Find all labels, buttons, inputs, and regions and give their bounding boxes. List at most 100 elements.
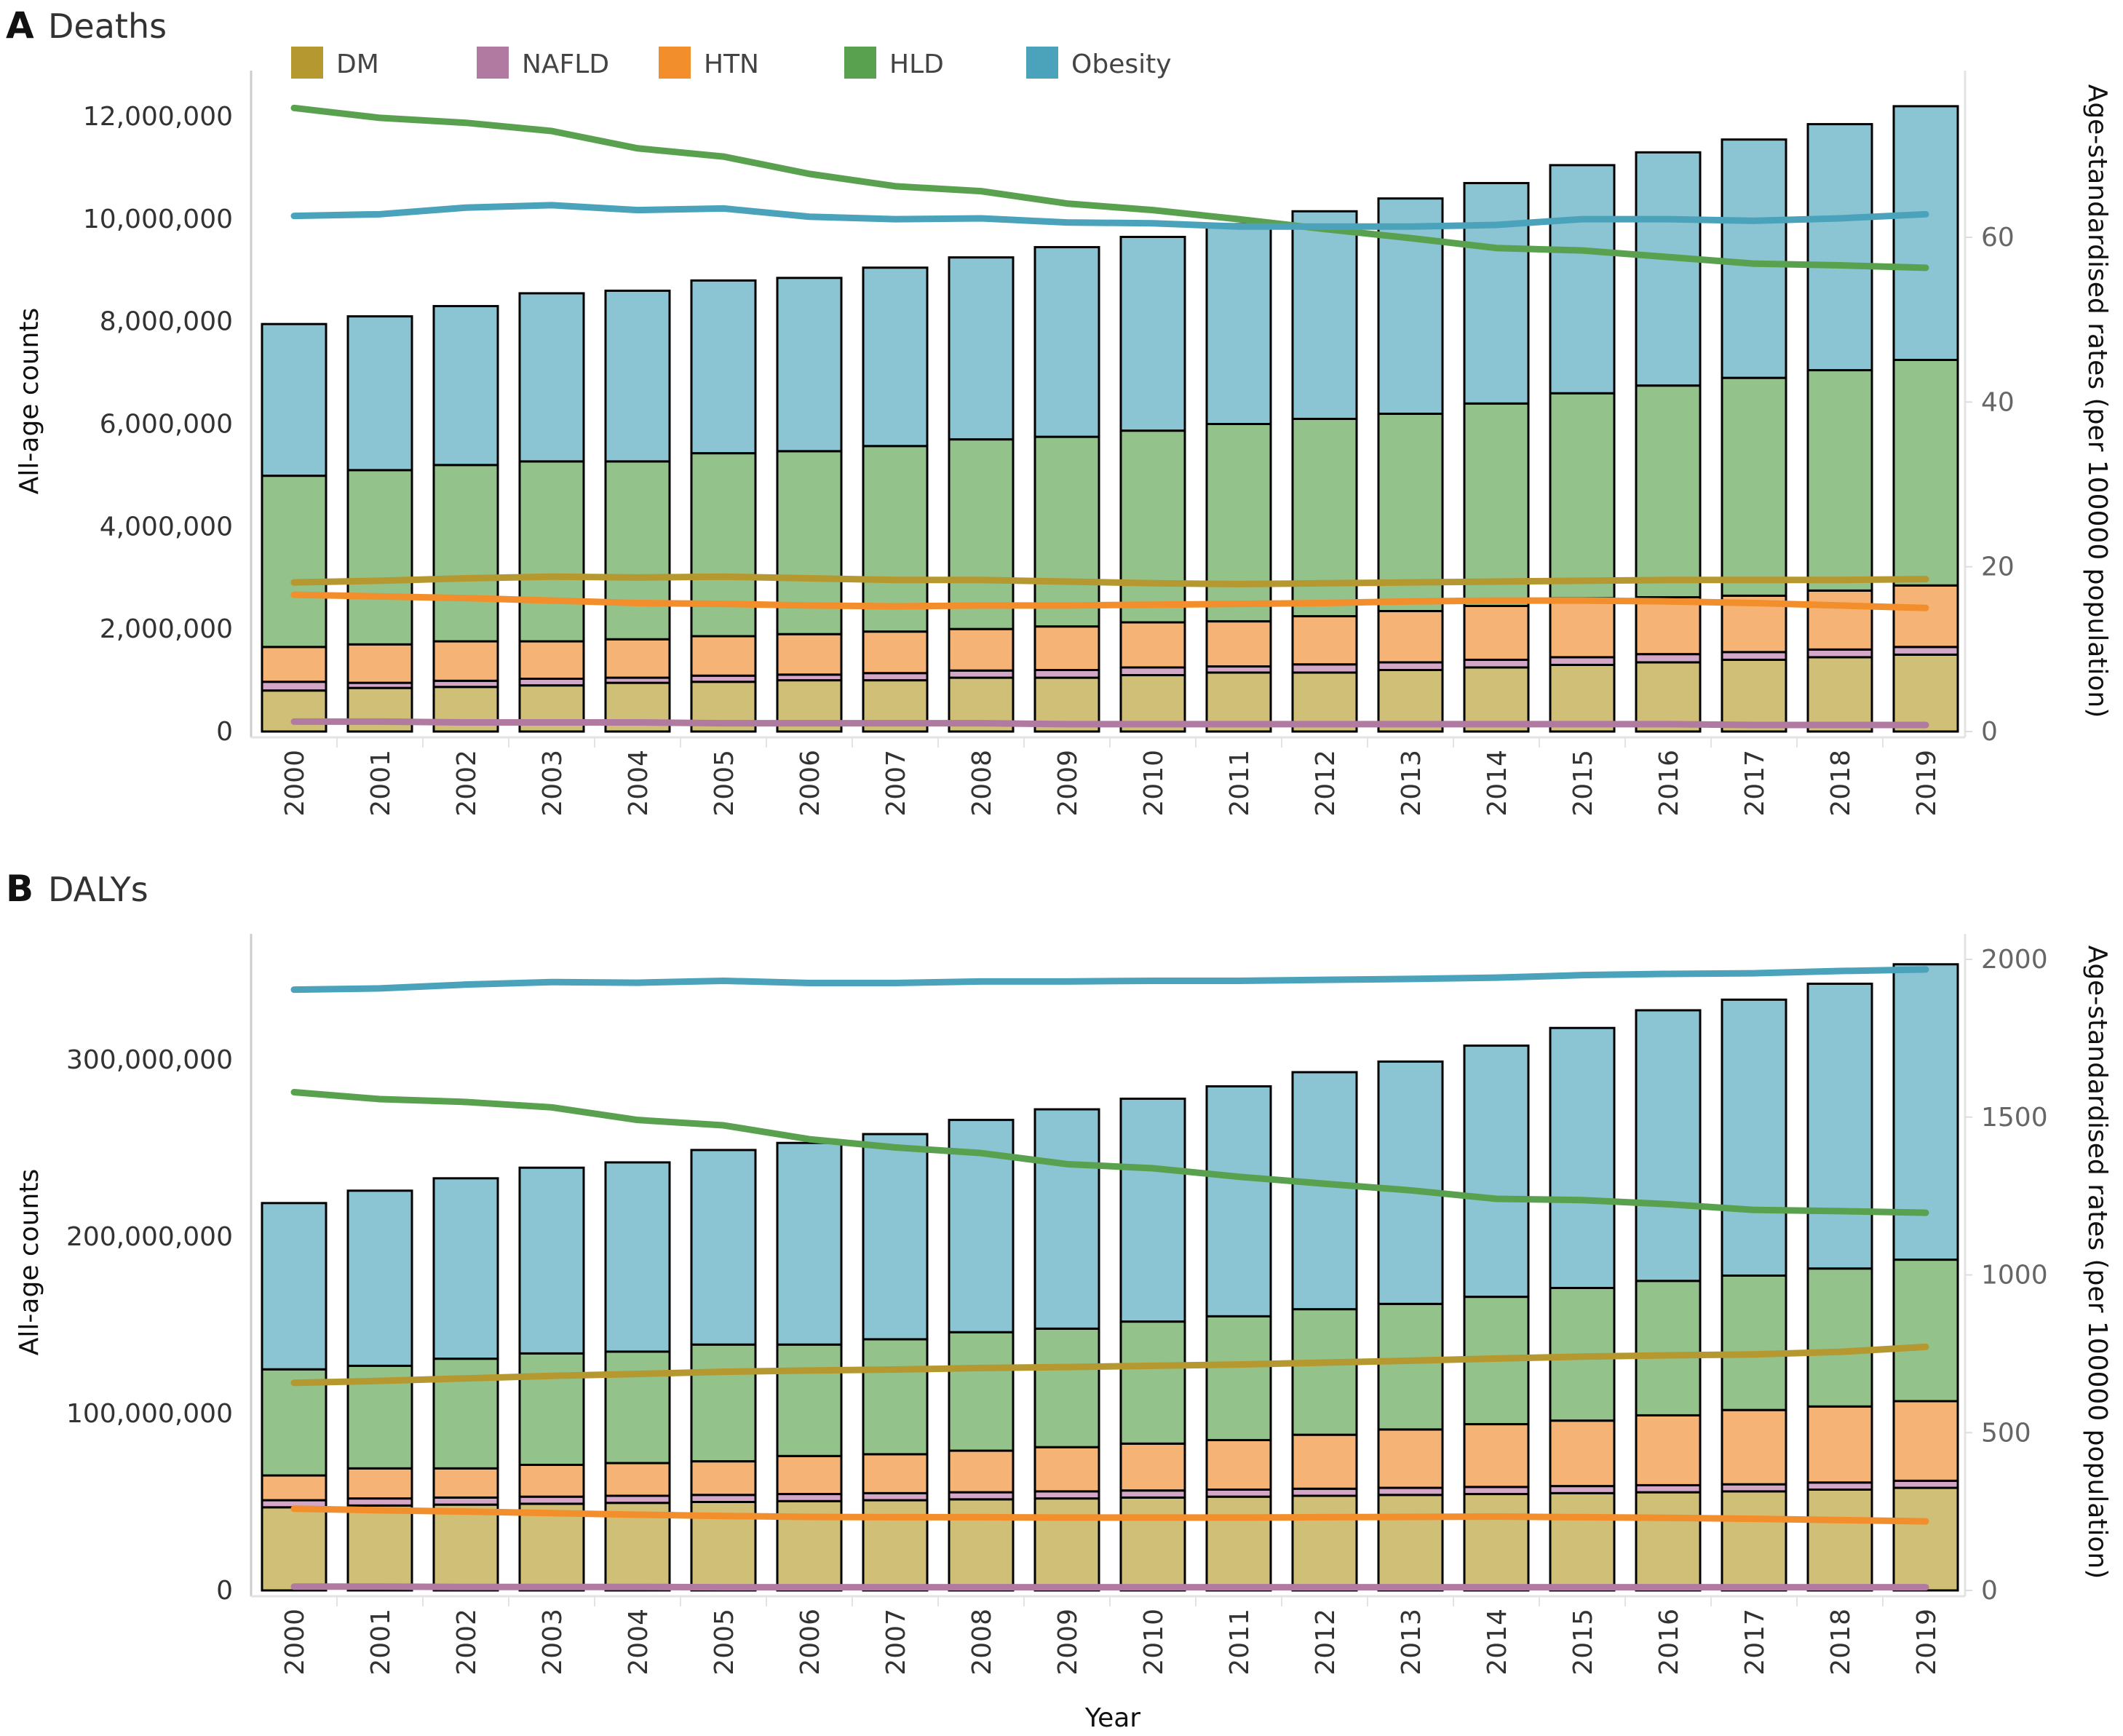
rate-line-obesity bbox=[290, 966, 1929, 994]
bar-segment-obesity bbox=[1033, 1108, 1100, 1330]
legend-swatch-hld bbox=[844, 47, 876, 79]
year-tick-label: 2005 bbox=[710, 750, 739, 817]
year-tick-label: 2000 bbox=[280, 1609, 310, 1676]
right-axis-title: Age-standardised rates (per 100000 popul… bbox=[2082, 946, 2112, 1580]
bar-segment-htn bbox=[432, 640, 499, 682]
year-tick-label: 2019 bbox=[1912, 750, 1942, 817]
bar-segment-htn bbox=[1635, 596, 1702, 656]
bar-segment-obesity bbox=[776, 1141, 843, 1346]
year-tick-label: 2009 bbox=[1053, 750, 1083, 817]
bar-segment-hld bbox=[948, 438, 1015, 630]
legend-label-nafld: NAFLD bbox=[522, 49, 609, 79]
year-tick-label: 2019 bbox=[1912, 1609, 1942, 1676]
year-tick-label: 2018 bbox=[1826, 1609, 1856, 1676]
panel-title: Deaths bbox=[48, 7, 167, 46]
year-tick-label: 2007 bbox=[881, 750, 911, 817]
bar-segment-obesity bbox=[1463, 1045, 1530, 1299]
panel-letter: A bbox=[6, 4, 34, 47]
left-axis-title: All-age counts bbox=[15, 308, 44, 494]
bar-segment-obesity bbox=[862, 1133, 929, 1341]
bar-segment-hld bbox=[261, 1368, 328, 1477]
year-tick-label: 2001 bbox=[366, 750, 396, 817]
bar-segment-obesity bbox=[518, 292, 585, 463]
bar-segment-htn bbox=[1291, 615, 1358, 666]
bar-segment-dm bbox=[1721, 658, 1787, 733]
year-tick-label: 2005 bbox=[710, 1609, 739, 1676]
year-tick-label: 2003 bbox=[538, 1609, 568, 1676]
bar-segment-dm bbox=[518, 1502, 585, 1592]
rate-line-hld bbox=[290, 1089, 1929, 1216]
bar-segment-hld bbox=[1033, 1327, 1100, 1448]
bar-segment-obesity bbox=[1549, 164, 1616, 395]
bar-segment-nafld bbox=[1119, 666, 1186, 677]
year-tick-label: 2018 bbox=[1826, 750, 1856, 817]
rate-line-dm bbox=[290, 1343, 1929, 1387]
legend-swatch-htn bbox=[659, 47, 691, 79]
bar-segment-hld bbox=[690, 452, 757, 638]
year-tick-label: 2014 bbox=[1483, 750, 1512, 817]
bar-segment-dm bbox=[261, 1506, 328, 1592]
year-tick-label: 2008 bbox=[967, 750, 997, 817]
bar-segment-htn bbox=[1635, 1414, 1702, 1486]
rate-line-dm bbox=[290, 573, 1929, 587]
bar-segment-nafld bbox=[1806, 648, 1873, 659]
bar-segment-obesity bbox=[604, 289, 671, 463]
bar-segment-obesity bbox=[1892, 105, 1959, 361]
year-tick-label: 2001 bbox=[366, 1609, 396, 1676]
bar-segment-nafld bbox=[1549, 656, 1616, 666]
year-tick-label: 2010 bbox=[1139, 750, 1169, 817]
bar-segment-dm bbox=[1119, 1496, 1186, 1592]
bar-segment-htn bbox=[346, 643, 413, 684]
bar-segment-hld bbox=[1119, 1320, 1186, 1445]
year-tick-label: 2002 bbox=[452, 750, 482, 817]
bar-segment-hld bbox=[518, 460, 585, 643]
bar-segment-hld bbox=[518, 1352, 585, 1466]
bar-segment-obesity bbox=[1377, 197, 1444, 415]
bar-segment-obesity bbox=[346, 1189, 413, 1367]
legend-label-dm: DM bbox=[336, 49, 379, 79]
bar-segment-hld bbox=[1892, 1259, 1959, 1403]
bar-segment-hld bbox=[1806, 369, 1873, 592]
x-axis-title: Year bbox=[1084, 1703, 1140, 1733]
bar-segment-obesity bbox=[346, 315, 413, 472]
left-tick-label: 4,000,000 bbox=[100, 512, 233, 542]
bar-segment-obesity bbox=[1635, 151, 1702, 387]
bar-segment-obesity bbox=[1291, 210, 1358, 420]
bar-segment-htn bbox=[1205, 1438, 1272, 1491]
right-tick-label: 60 bbox=[1981, 223, 2015, 253]
bar-segment-nafld bbox=[1635, 653, 1702, 664]
bar-segment-dm bbox=[1205, 1495, 1272, 1592]
bar-segment-obesity bbox=[1721, 998, 1787, 1277]
bar-segment-obesity bbox=[518, 1166, 585, 1355]
bar-segment-obesity bbox=[1291, 1071, 1358, 1311]
year-tick-label: 2016 bbox=[1654, 750, 1684, 817]
bar-segment-dm bbox=[1721, 1490, 1787, 1592]
bar-segment-dm bbox=[1549, 663, 1616, 733]
left-tick-label: 100,000,000 bbox=[66, 1399, 233, 1429]
bar-segment-obesity bbox=[432, 1177, 499, 1360]
bar-segment-hld bbox=[776, 1343, 843, 1457]
rate-line-htn bbox=[290, 1505, 1929, 1525]
bar-segment-htn bbox=[1892, 1400, 1959, 1482]
bar-segment-htn bbox=[1377, 1428, 1444, 1489]
bar-segment-hld bbox=[1806, 1267, 1873, 1408]
bar-segment-dm bbox=[1291, 1494, 1358, 1592]
bar-segment-nafld bbox=[1377, 661, 1444, 671]
bar-segment-htn bbox=[518, 1463, 585, 1498]
bar-segment-htn bbox=[604, 1462, 671, 1497]
bar-segment-dm bbox=[346, 1504, 413, 1592]
left-tick-label: 0 bbox=[216, 1576, 233, 1606]
year-tick-label: 2011 bbox=[1225, 1609, 1255, 1676]
bar-segment-htn bbox=[518, 640, 585, 680]
bar-segment-hld bbox=[604, 460, 671, 641]
bar-segment-obesity bbox=[1463, 182, 1530, 405]
bar-segment-htn bbox=[346, 1467, 413, 1500]
bar-segment-dm bbox=[1463, 1493, 1530, 1592]
bar-segment-htn bbox=[1377, 610, 1444, 664]
bar-segment-dm bbox=[948, 1498, 1015, 1592]
bar-segment-nafld bbox=[1033, 669, 1100, 679]
bar-segment-htn bbox=[776, 633, 843, 676]
bar-segment-htn bbox=[776, 1454, 843, 1496]
bar-segment-htn bbox=[1291, 1433, 1358, 1490]
bar-segment-dm bbox=[432, 1503, 499, 1592]
